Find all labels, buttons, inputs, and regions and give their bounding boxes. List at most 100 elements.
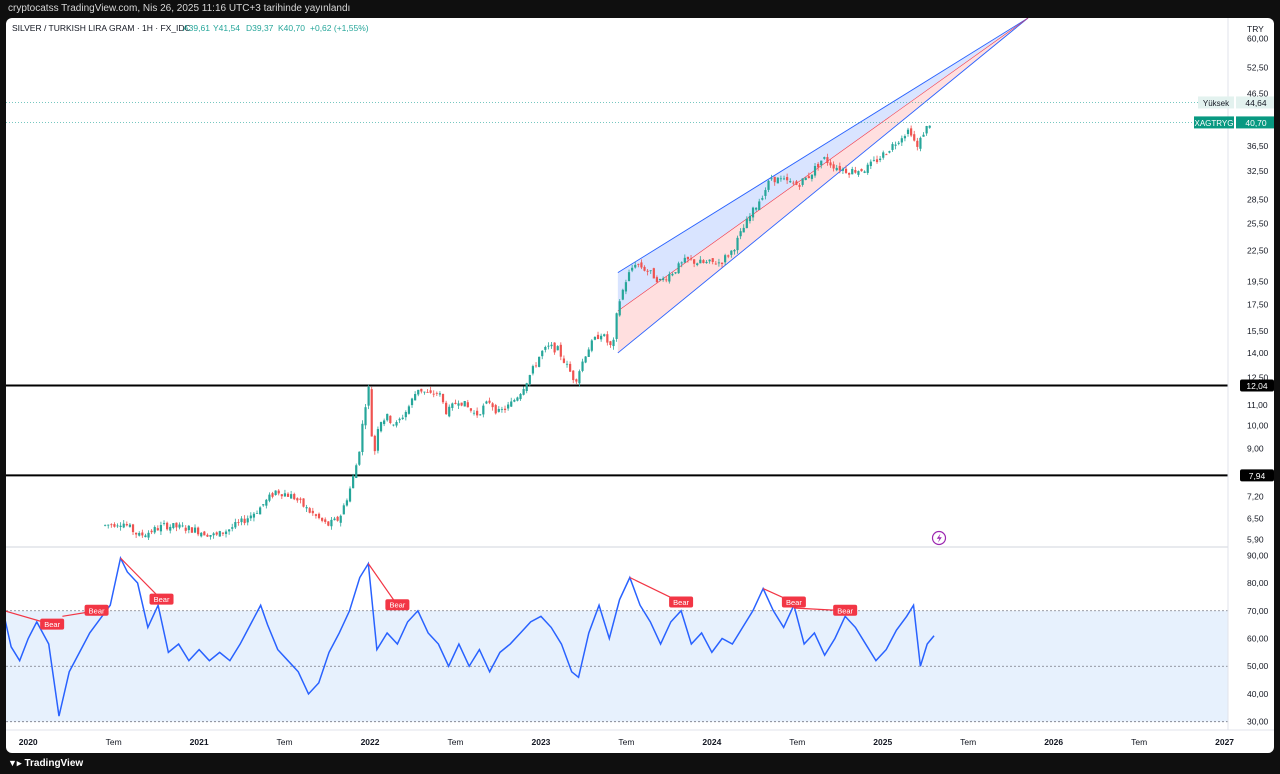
- candle-body: [810, 174, 814, 179]
- rsi-tick-label: 90,00: [1247, 550, 1269, 560]
- candle-body: [488, 400, 491, 403]
- candle-body: [618, 301, 621, 316]
- bear-divergence-line: [120, 557, 162, 601]
- rsi-tick-label: 70,00: [1247, 606, 1269, 616]
- candle-body: [894, 144, 897, 146]
- candle-body: [454, 402, 457, 404]
- candle-body: [407, 406, 411, 414]
- candle-body: [522, 389, 525, 395]
- candle-body: [770, 178, 773, 180]
- price-tick-label: 52,50: [1247, 62, 1269, 72]
- time-tick-label: 2022: [361, 737, 380, 747]
- candle-body: [646, 270, 649, 272]
- chart-svg[interactable]: Bear Bear Bear Bear Bear Bear Bear 60,00 52,50 4…: [6, 18, 1274, 753]
- candle-body: [590, 340, 593, 351]
- candle-body: [683, 257, 686, 263]
- candle-body: [519, 394, 522, 400]
- candle-body: [897, 142, 900, 144]
- candle-body: [476, 410, 479, 416]
- candle-body: [286, 493, 290, 497]
- candle-body: [857, 171, 860, 175]
- candle-body: [417, 389, 420, 395]
- price-tick-label: 9,00: [1247, 443, 1264, 453]
- candle-body: [528, 375, 531, 384]
- price-tick-label: 32,50: [1247, 166, 1269, 176]
- candle-body: [355, 465, 358, 479]
- candle-body: [569, 363, 572, 372]
- rsi-tick-label: 50,00: [1247, 661, 1269, 671]
- candle-body: [575, 379, 578, 382]
- rsi-pane[interactable]: Bear Bear Bear Bear Bear Bear Bear: [6, 555, 1228, 723]
- currency-label: TRY: [1247, 24, 1264, 34]
- candle-body: [872, 159, 876, 161]
- candle-body: [665, 279, 668, 281]
- candle-body: [596, 334, 600, 340]
- candle-body: [727, 255, 730, 257]
- candle-body: [330, 519, 333, 527]
- candle-body: [813, 166, 817, 176]
- rsi-tick-label: 60,00: [1247, 634, 1269, 644]
- channel-upper-line: [617, 18, 1029, 274]
- candle-body: [116, 525, 119, 527]
- candle-body: [259, 507, 262, 515]
- candle-body: [674, 272, 677, 274]
- rsi-tick-label: 40,00: [1247, 689, 1269, 699]
- bear-label-box: [669, 596, 694, 608]
- candle-body: [875, 159, 879, 163]
- candle-body: [913, 134, 916, 141]
- candle-body: [922, 134, 925, 137]
- candle-body: [767, 180, 770, 190]
- candle-body: [203, 531, 206, 536]
- candle-body: [680, 262, 683, 264]
- candle-body: [138, 532, 141, 536]
- candle-body: [795, 181, 798, 185]
- rsi-tick-label: 30,00: [1247, 717, 1269, 727]
- candle-body: [193, 527, 197, 533]
- candle-body: [702, 260, 705, 263]
- candle-body: [277, 490, 280, 494]
- candle-body: [624, 282, 628, 292]
- candle-body: [181, 525, 184, 527]
- candle-body: [224, 531, 228, 535]
- level-tag-label: 12,04: [1246, 381, 1268, 391]
- candle-body: [792, 182, 795, 184]
- candle-body: [640, 262, 643, 268]
- candle-body: [383, 420, 386, 425]
- candle-body: [668, 274, 671, 282]
- flash-icon[interactable]: [931, 530, 947, 546]
- candle-body: [107, 524, 110, 526]
- price-pane[interactable]: [6, 18, 1228, 541]
- chart-frame[interactable]: Bear Bear Bear Bear Bear Bear Bear 60,00 52,50 4…: [6, 18, 1274, 753]
- candle-body: [426, 391, 429, 393]
- candle-body: [494, 405, 497, 414]
- candle-body: [745, 218, 748, 229]
- candle-body: [848, 173, 851, 175]
- candle-body: [410, 398, 414, 406]
- candle-body: [714, 263, 717, 265]
- candle-body: [854, 170, 857, 173]
- candle-body: [162, 523, 166, 524]
- candle-body: [807, 176, 810, 178]
- candle-body: [293, 493, 296, 500]
- candle-body: [460, 402, 463, 406]
- candle-body: [652, 268, 655, 279]
- candle-body: [634, 264, 637, 268]
- candle-body: [525, 383, 528, 392]
- candle-body: [420, 388, 423, 392]
- candle-body: [172, 523, 175, 528]
- tradingview-logo[interactable]: ▼▸ TradingView: [8, 758, 83, 769]
- time-tick-label: 2027: [1215, 737, 1234, 747]
- candle-body: [479, 414, 482, 416]
- candle-body: [438, 393, 442, 395]
- candle-body: [789, 181, 792, 183]
- candle-body: [841, 168, 845, 171]
- rsi-line: [6, 555, 935, 717]
- candle-body: [906, 129, 910, 134]
- time-tick-label: Tem: [960, 737, 976, 747]
- candle-body: [296, 498, 299, 501]
- time-tick-label: Tem: [106, 737, 122, 747]
- candle-body: [751, 207, 755, 218]
- candle-body: [463, 400, 466, 407]
- candle-body: [838, 166, 841, 171]
- candle-body: [782, 178, 786, 180]
